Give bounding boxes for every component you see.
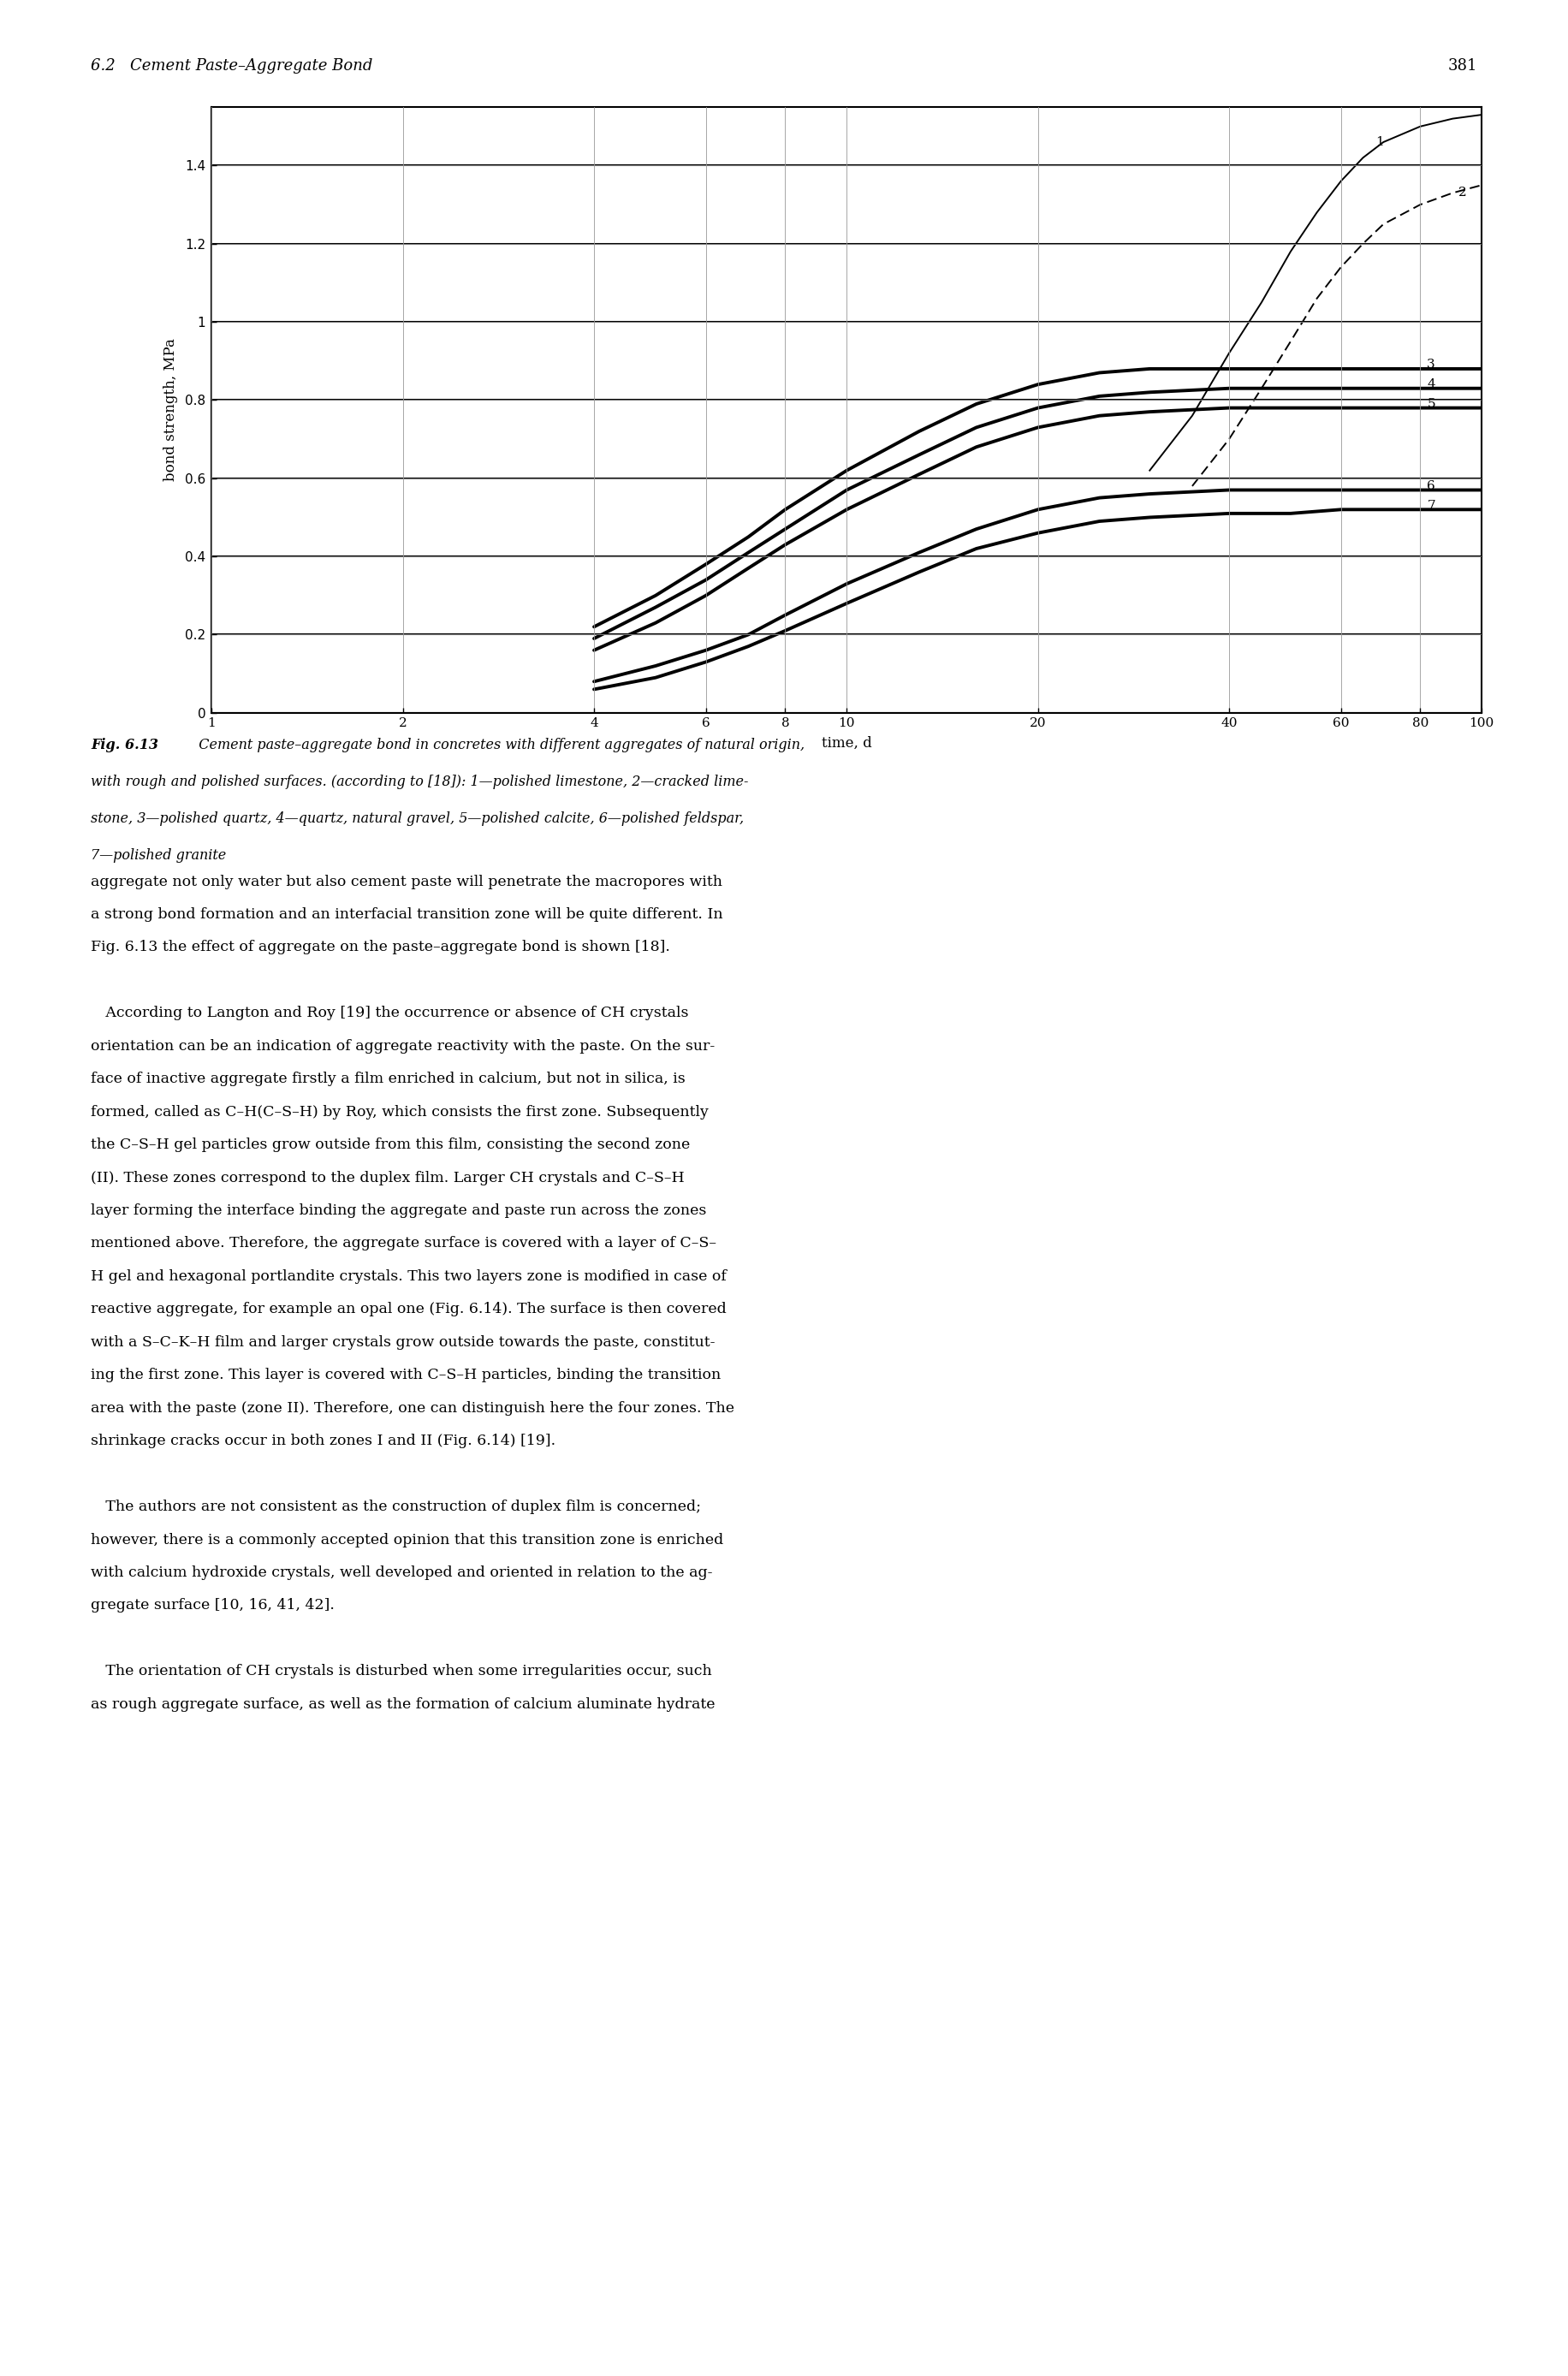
Text: The authors are not consistent as the construction of duplex film is concerned;: The authors are not consistent as the co… bbox=[91, 1499, 701, 1514]
Text: 381: 381 bbox=[1447, 57, 1477, 74]
Text: The orientation of CH crystals is disturbed when some irregularities occur, such: The orientation of CH crystals is distur… bbox=[91, 1663, 712, 1680]
Text: 7: 7 bbox=[1427, 499, 1435, 511]
Text: reactive aggregate, for example an opal one (Fig. 6.14). The surface is then cov: reactive aggregate, for example an opal … bbox=[91, 1302, 726, 1316]
Text: According to Langton and Roy [19] the occurrence or absence of CH crystals: According to Langton and Roy [19] the oc… bbox=[91, 1005, 688, 1022]
Text: ing the first zone. This layer is covered with C–S–H particles, binding the tran: ing the first zone. This layer is covere… bbox=[91, 1369, 721, 1383]
Text: H gel and hexagonal portlandite crystals. This two layers zone is modified in ca: H gel and hexagonal portlandite crystals… bbox=[91, 1269, 726, 1283]
Text: aggregate not only water but also cement paste will penetrate the macropores wit: aggregate not only water but also cement… bbox=[91, 874, 723, 889]
Text: with rough and polished surfaces. (according to [18]): 1—polished limestone, 2—c: with rough and polished surfaces. (accor… bbox=[91, 775, 748, 789]
Text: mentioned above. Therefore, the aggregate surface is covered with a layer of C–S: mentioned above. Therefore, the aggregat… bbox=[91, 1236, 717, 1250]
Text: however, there is a commonly accepted opinion that this transition zone is enric: however, there is a commonly accepted op… bbox=[91, 1533, 724, 1547]
Text: layer forming the interface binding the aggregate and paste run across the zones: layer forming the interface binding the … bbox=[91, 1202, 707, 1219]
Text: with a S–C–K–H film and larger crystals grow outside towards the paste, constitu: with a S–C–K–H film and larger crystals … bbox=[91, 1335, 715, 1350]
Text: formed, called as C–H(C–S–H) by Roy, which consists the first zone. Subsequently: formed, called as C–H(C–S–H) by Roy, whi… bbox=[91, 1105, 709, 1119]
Text: Cement paste–aggregate bond in concretes with different aggregates of natural or: Cement paste–aggregate bond in concretes… bbox=[190, 739, 804, 753]
Text: Fig. 6.13 the effect of aggregate on the paste–aggregate bond is shown [18].: Fig. 6.13 the effect of aggregate on the… bbox=[91, 941, 670, 955]
Text: Fig. 6.13: Fig. 6.13 bbox=[91, 739, 158, 753]
Text: face of inactive aggregate firstly a film enriched in calcium, but not in silica: face of inactive aggregate firstly a fil… bbox=[91, 1072, 685, 1086]
Text: a strong bond formation and an interfacial transition zone will be quite differe: a strong bond formation and an interfaci… bbox=[91, 908, 723, 922]
Text: 6.2   Cement Paste–Aggregate Bond: 6.2 Cement Paste–Aggregate Bond bbox=[91, 57, 373, 74]
Text: as rough aggregate surface, as well as the formation of calcium aluminate hydrat: as rough aggregate surface, as well as t… bbox=[91, 1696, 715, 1711]
Text: gregate surface [10, 16, 41, 42].: gregate surface [10, 16, 41, 42]. bbox=[91, 1599, 334, 1613]
Text: shrinkage cracks occur in both zones I and II (Fig. 6.14) [19].: shrinkage cracks occur in both zones I a… bbox=[91, 1433, 555, 1449]
Text: (II). These zones correspond to the duplex film. Larger CH crystals and C–S–H: (II). These zones correspond to the dupl… bbox=[91, 1171, 685, 1186]
Text: 1: 1 bbox=[1375, 135, 1383, 147]
Text: 7—polished granite: 7—polished granite bbox=[91, 848, 226, 862]
X-axis label: time, d: time, d bbox=[822, 737, 872, 751]
Text: orientation can be an indication of aggregate reactivity with the paste. On the : orientation can be an indication of aggr… bbox=[91, 1038, 715, 1053]
Text: 4: 4 bbox=[1427, 378, 1435, 390]
Text: with calcium hydroxide crystals, well developed and oriented in relation to the : with calcium hydroxide crystals, well de… bbox=[91, 1566, 713, 1580]
Text: the C–S–H gel particles grow outside from this film, consisting the second zone: the C–S–H gel particles grow outside fro… bbox=[91, 1138, 690, 1152]
Text: 5: 5 bbox=[1427, 399, 1435, 411]
Text: 3: 3 bbox=[1427, 359, 1435, 371]
Y-axis label: bond strength, MPa: bond strength, MPa bbox=[163, 337, 177, 482]
Text: 6: 6 bbox=[1427, 480, 1435, 492]
Text: area with the paste (zone II). Therefore, one can distinguish here the four zone: area with the paste (zone II). Therefore… bbox=[91, 1402, 734, 1416]
Text: stone, 3—polished quartz, 4—quartz, natural gravel, 5—polished calcite, 6—polish: stone, 3—polished quartz, 4—quartz, natu… bbox=[91, 813, 745, 827]
Text: 2: 2 bbox=[1458, 188, 1468, 200]
